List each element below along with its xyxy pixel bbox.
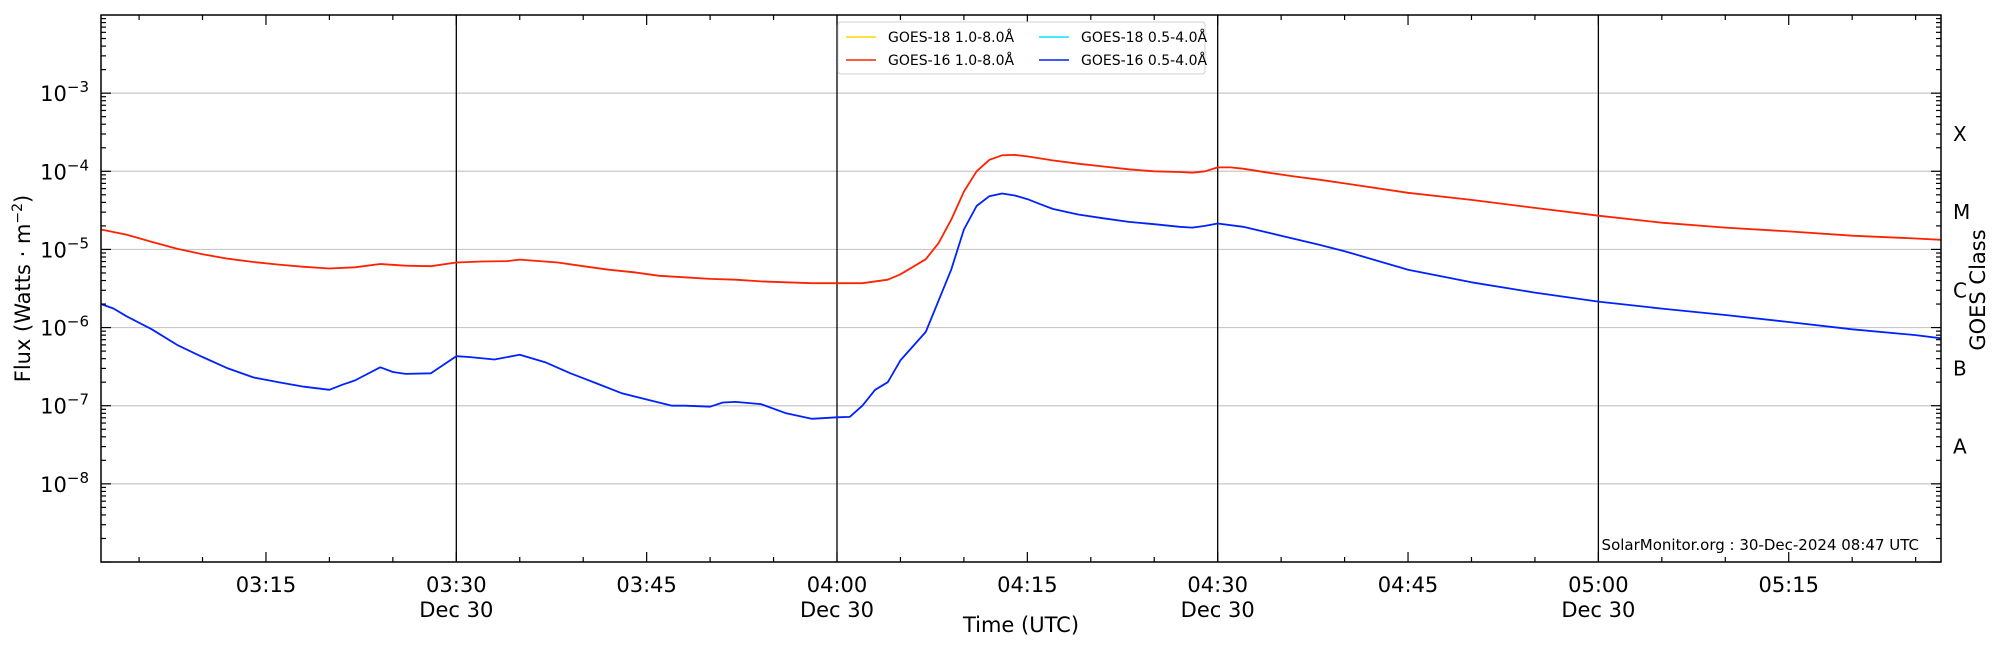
credit-label: SolarMonitor.org : 30-Dec-2024 08:47 UTC (1602, 536, 1919, 554)
x-tick-label: 04:15 (997, 573, 1058, 597)
y-tick-label: 10−7 (40, 391, 89, 419)
y-tick-label: 10−5 (40, 234, 89, 262)
y-axis-title-close: ) (11, 195, 35, 203)
vertical-lines-layer (455, 15, 1600, 562)
goes-class-label: A (1953, 435, 1967, 459)
y-tick-label-exponent: −8 (67, 469, 89, 487)
y-tick-label: 10−3 (40, 78, 89, 106)
x-tick-label: 04:30 (1187, 573, 1248, 597)
y-tick-label: 10−8 (40, 469, 89, 497)
series-layer (100, 153, 1942, 420)
goes-class-label: C (1953, 278, 1967, 302)
goes-class-axis-title: GOES Class (1966, 229, 1990, 350)
y-tick-label-exponent: −5 (67, 234, 89, 252)
x-axis-title: Time (UTC) (962, 613, 1079, 637)
y-tick-label-base: 10 (40, 238, 67, 262)
x-tick-date-label: Dec 30 (1561, 598, 1635, 622)
x-tick-date-label: Dec 30 (1181, 598, 1255, 622)
y-axis-title-main: Flux (Watts · m (11, 224, 35, 383)
y-tick-label-base: 10 (40, 395, 67, 419)
legend-entry: GOES-18 0.5-4.0Å (1081, 29, 1207, 46)
x-tick-label: 03:45 (616, 573, 677, 597)
y-tick-label-base: 10 (40, 473, 67, 497)
series-line (100, 153, 1942, 285)
y-tick-label-exponent: −4 (67, 156, 89, 174)
legend-entry: GOES-16 0.5-4.0Å (1081, 52, 1207, 69)
x-tick-label: 04:00 (807, 573, 868, 597)
y-tick-label: 10−6 (40, 313, 89, 341)
label-layer: Time (UTC) Flux (Watts · m−2) GOES Class… (10, 195, 1990, 637)
x-tick-label: 05:15 (1758, 573, 1819, 597)
y-tick-label-base: 10 (40, 82, 67, 106)
y-tick-label-exponent: −3 (67, 78, 89, 96)
x-tick-label: 03:30 (426, 573, 487, 597)
y-tick-label: 10−4 (40, 156, 89, 184)
x-tick-label: 04:45 (1378, 573, 1439, 597)
goes-class-label: B (1953, 356, 1967, 380)
grid-layer (101, 92, 1941, 485)
plot-frame (100, 14, 1942, 563)
x-tick-date-label: Dec 30 (419, 598, 493, 622)
legend: GOES-18 1.0-8.0Å GOES-16 1.0-8.0Å GOES-18 … (837, 21, 1207, 75)
series-line (100, 192, 1942, 420)
legend-entry: GOES-16 1.0-8.0Å (888, 52, 1014, 69)
y-tick-label-exponent: −7 (67, 391, 89, 409)
y-axis-title: Flux (Watts · m−2) (10, 195, 35, 383)
x-tick-label: 03:15 (236, 573, 297, 597)
legend-entry: GOES-18 1.0-8.0Å (888, 29, 1014, 46)
y-tick-label-base: 10 (40, 317, 67, 341)
y-axis-title-exponent: −2 (10, 203, 26, 224)
goes-class-label: M (1953, 200, 1970, 224)
x-tick-date-label: Dec 30 (800, 598, 874, 622)
y-tick-label-base: 10 (40, 160, 67, 184)
legend-box (837, 21, 1206, 75)
y-tick-label-exponent: −6 (67, 313, 89, 331)
x-tick-label: 05:00 (1568, 573, 1629, 597)
goes-class-label: X (1953, 122, 1967, 146)
